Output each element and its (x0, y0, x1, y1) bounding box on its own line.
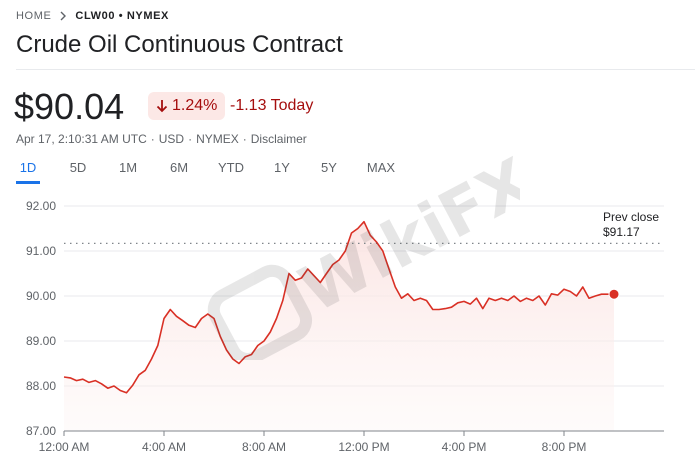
last-price-dot (608, 288, 620, 300)
price-line (63, 220, 614, 394)
y-tick-label: 91.00 (26, 244, 56, 258)
header-divider (16, 69, 695, 70)
tab-1m[interactable]: 1M (118, 160, 138, 175)
prev-close-value: $91.17 (603, 225, 640, 239)
y-tick-label: 90.00 (26, 289, 56, 303)
tab-1d[interactable]: 1D (16, 158, 40, 184)
y-tick-label: 92.00 (26, 199, 56, 213)
quote-currency: USD (158, 132, 185, 146)
x-tick-label: 12:00 AM (39, 440, 90, 454)
quote-timestamp: Apr 17, 2:10:31 AM UTC (16, 132, 147, 146)
change-percent-badge: 1.24% (148, 92, 226, 120)
meta-separator: · (150, 132, 155, 146)
y-tick-label: 88.00 (26, 379, 56, 393)
quote-exchange: NYMEX (196, 132, 239, 146)
x-tick-label: 12:00 PM (338, 440, 389, 454)
chevron-right-icon (59, 11, 67, 21)
breadcrumb-current: CLW00 • NYMEX (75, 10, 169, 22)
breadcrumb-home-link[interactable]: HOME (16, 10, 52, 22)
tab-max[interactable]: MAX (366, 160, 396, 175)
tab-1y[interactable]: 1Y (274, 160, 290, 175)
breadcrumb: HOME CLW00 • NYMEX (16, 10, 169, 22)
arrow-down-icon (156, 99, 168, 113)
tab-5y[interactable]: 5Y (321, 160, 337, 175)
price-area-fill (64, 221, 614, 431)
tab-5d[interactable]: 5D (69, 160, 87, 175)
disclaimer-link[interactable]: Disclaimer (250, 132, 307, 146)
change-today: -1.13 Today (230, 97, 314, 114)
meta-separator: · (188, 132, 193, 146)
prev-close-label: Prev close (603, 210, 659, 224)
change-percent: 1.24% (172, 97, 218, 114)
price-chart[interactable]: Prev close $91.17 87.00 88.00 89.00 90.00 91… (0, 190, 695, 472)
y-tick-label: 87.00 (26, 424, 56, 438)
y-tick-label: 89.00 (26, 334, 56, 348)
x-tick-label: 8:00 PM (542, 440, 587, 454)
current-price: $90.04 (14, 86, 125, 127)
range-tabs: 1D 5D 1M 6M YTD 1Y 5Y MAX (16, 158, 398, 184)
tab-ytd[interactable]: YTD (218, 160, 244, 175)
x-tick-label: 4:00 AM (142, 440, 186, 454)
quote-meta: Apr 17, 2:10:31 AM UTC · USD · NYMEX · D… (16, 132, 307, 146)
meta-separator: · (242, 132, 247, 146)
x-tick-label: 4:00 PM (442, 440, 487, 454)
tab-6m[interactable]: 6M (169, 160, 189, 175)
x-tick-label: 8:00 AM (242, 440, 286, 454)
page-title: Crude Oil Continuous Contract (16, 31, 343, 58)
